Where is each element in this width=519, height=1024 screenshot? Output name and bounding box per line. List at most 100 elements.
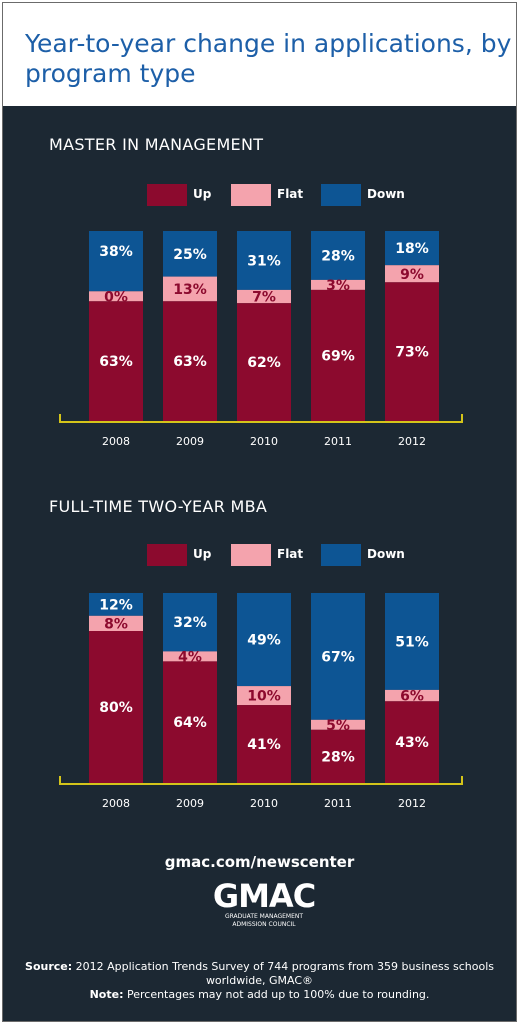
bar-flat-2009 <box>163 276 217 302</box>
data-label-flat-2008: 0% <box>104 289 128 305</box>
bar-flat-2008 <box>89 615 143 631</box>
note-text: Percentages may not add up to 100% due t… <box>126 988 430 1001</box>
bar-down-2010 <box>237 593 291 687</box>
data-label-up-2008: 63% <box>99 354 133 370</box>
stacked-bar-chart-full-time-two-year-mba: 80% 8% 12% 2008 64% 4% 32% 2009 41% 10% 49% 2010 28%… <box>59 593 463 810</box>
gmac-logo: GMAC GRADUATE MANAGEMENT ADMISSION COUNC… <box>209 879 319 939</box>
data-label-flat-2009: 13% <box>173 282 207 298</box>
legend-swatch-flat <box>231 184 271 206</box>
chart-legend-1: Up Flat Down <box>3 184 516 206</box>
source-label: Source: <box>25 960 73 973</box>
data-label-up-2009: 63% <box>173 354 207 370</box>
data-label-down-2012: 51% <box>395 634 429 650</box>
legend-swatch-flat <box>231 544 271 566</box>
bar-flat-2008 <box>89 291 143 302</box>
data-label-down-2008: 12% <box>99 597 133 613</box>
legend-swatch-down <box>321 184 361 206</box>
bar-down-2009 <box>163 593 217 652</box>
data-label-down-2009: 32% <box>173 615 207 631</box>
bar-up-2009 <box>163 661 217 783</box>
note-line: Note: Percentages may not add up to 100%… <box>23 988 496 1002</box>
legend-swatch-down <box>321 544 361 566</box>
bar-down-2009 <box>163 231 217 277</box>
data-label-up-2009: 64% <box>173 715 207 731</box>
bar-down-2012 <box>385 231 439 266</box>
data-label-down-2011: 28% <box>321 248 355 264</box>
data-label-up-2008: 80% <box>99 700 133 716</box>
legend-label-down: Down <box>367 187 405 201</box>
bar-flat-2012 <box>385 689 439 702</box>
x-tick-label-2011: 2011 <box>324 797 352 810</box>
x-tick-label-2011: 2011 <box>324 435 352 448</box>
legend-label-up: Up <box>193 547 212 561</box>
bar-up-2012 <box>385 282 439 421</box>
source-line: Source: 2012 Application Trends Survey o… <box>23 960 496 988</box>
footnote: Source: 2012 Application Trends Survey o… <box>23 960 496 1002</box>
bar-up-2010 <box>237 303 291 421</box>
bar-up-2008 <box>89 301 143 421</box>
data-label-down-2010: 31% <box>247 253 281 269</box>
x-tick-label-2009: 2009 <box>176 797 204 810</box>
bar-down-2011 <box>311 593 365 720</box>
source-text: 2012 Application Trends Survey of 744 pr… <box>75 960 494 987</box>
data-label-up-2011: 28% <box>321 749 355 765</box>
x-tick-label-2012: 2012 <box>398 435 426 448</box>
footer-url: gmac.com/newscenter <box>164 853 355 871</box>
data-label-up-2010: 41% <box>247 737 281 753</box>
legend-label-flat: Flat <box>277 547 304 561</box>
data-label-up-2010: 62% <box>247 355 281 371</box>
data-label-up-2012: 73% <box>395 345 429 361</box>
bar-flat-2009 <box>163 651 217 662</box>
x-tick-label-2012: 2012 <box>398 797 426 810</box>
page-title: Year-to-year change in applications, by … <box>25 29 512 88</box>
bar-flat-2010 <box>237 289 291 304</box>
data-label-flat-2010: 10% <box>247 689 281 705</box>
note-label: Note: <box>89 988 124 1001</box>
data-label-flat-2009: 4% <box>178 649 202 665</box>
data-label-down-2008: 38% <box>99 244 133 260</box>
bar-flat-2011 <box>311 719 365 730</box>
data-label-down-2009: 25% <box>173 247 207 263</box>
x-tick-label-2009: 2009 <box>176 435 204 448</box>
logo-subtitle: GRADUATE MANAGEMENT ADMISSION COUNCIL <box>224 913 304 928</box>
stacked-bar-chart-master-in-management: 63% 0% 38% 2008 63% 13% 25% 2009 62% 7% 31% 2010 69%… <box>59 231 463 448</box>
bar-flat-2011 <box>311 279 365 290</box>
header: Year-to-year change in applications, by … <box>3 3 516 106</box>
legend-label-flat: Flat <box>277 187 304 201</box>
data-label-flat-2012: 9% <box>400 267 424 283</box>
data-label-up-2011: 69% <box>321 348 355 364</box>
x-tick-label-2008: 2008 <box>102 797 130 810</box>
chart-legend-2: Up Flat Down <box>3 544 516 566</box>
bar-up-2011 <box>311 729 365 783</box>
legend-swatch-up <box>147 544 187 566</box>
bar-up-2012 <box>385 701 439 783</box>
data-label-down-2012: 18% <box>395 241 429 257</box>
bar-up-2008 <box>89 631 143 783</box>
bar-flat-2012 <box>385 265 439 283</box>
bar-up-2010 <box>237 705 291 783</box>
logo-wordmark: GMAC <box>212 877 316 915</box>
bar-down-2008 <box>89 231 143 292</box>
data-label-flat-2011: 3% <box>326 278 350 294</box>
data-label-up-2012: 43% <box>395 735 429 751</box>
x-tick-label-2010: 2010 <box>250 435 278 448</box>
data-label-flat-2010: 7% <box>252 290 276 306</box>
bar-up-2009 <box>163 301 217 421</box>
data-label-down-2010: 49% <box>247 633 281 649</box>
bar-down-2011 <box>311 231 365 280</box>
chart-title-full-time-two-year-mba: FULL-TIME TWO-YEAR MBA <box>49 497 268 516</box>
x-tick-label-2010: 2010 <box>250 797 278 810</box>
data-label-flat-2008: 8% <box>104 616 128 632</box>
bar-down-2012 <box>385 593 439 690</box>
data-label-down-2011: 67% <box>321 649 355 665</box>
bar-down-2010 <box>237 231 291 290</box>
legend-swatch-up <box>147 184 187 206</box>
bar-flat-2010 <box>237 686 291 706</box>
legend-label-up: Up <box>193 187 212 201</box>
bar-up-2011 <box>311 289 365 421</box>
legend-label-down: Down <box>367 547 405 561</box>
x-tick-label-2008: 2008 <box>102 435 130 448</box>
data-label-flat-2012: 6% <box>400 689 424 705</box>
data-label-flat-2011: 5% <box>326 718 350 734</box>
